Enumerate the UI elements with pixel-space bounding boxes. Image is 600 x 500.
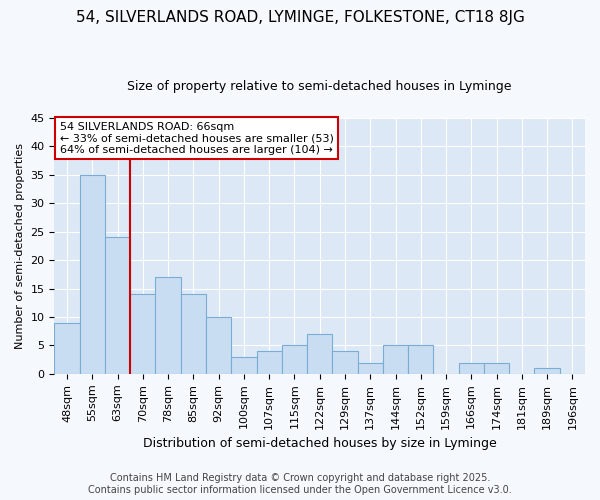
Bar (181, 294, 206, 374)
Bar (257, 351, 282, 374)
Bar (307, 334, 332, 374)
Bar (55, 322, 80, 374)
Title: Size of property relative to semi-detached houses in Lyminge: Size of property relative to semi-detach… (127, 80, 512, 93)
Y-axis label: Number of semi-detached properties: Number of semi-detached properties (15, 143, 25, 349)
Bar (358, 362, 383, 374)
Bar (206, 317, 231, 374)
Bar (155, 277, 181, 374)
X-axis label: Distribution of semi-detached houses by size in Lyminge: Distribution of semi-detached houses by … (143, 437, 497, 450)
Text: 54, SILVERLANDS ROAD, LYMINGE, FOLKESTONE, CT18 8JG: 54, SILVERLANDS ROAD, LYMINGE, FOLKESTON… (76, 10, 524, 25)
Bar (458, 362, 484, 374)
Bar (408, 346, 433, 374)
Bar (383, 346, 408, 374)
Bar (231, 357, 257, 374)
Bar (332, 351, 358, 374)
Text: Contains HM Land Registry data © Crown copyright and database right 2025.
Contai: Contains HM Land Registry data © Crown c… (88, 474, 512, 495)
Bar (105, 238, 130, 374)
Text: 54 SILVERLANDS ROAD: 66sqm
← 33% of semi-detached houses are smaller (53)
64% of: 54 SILVERLANDS ROAD: 66sqm ← 33% of semi… (60, 122, 334, 155)
Bar (130, 294, 155, 374)
Bar (535, 368, 560, 374)
Bar (80, 174, 105, 374)
Bar (484, 362, 509, 374)
Bar (282, 346, 307, 374)
